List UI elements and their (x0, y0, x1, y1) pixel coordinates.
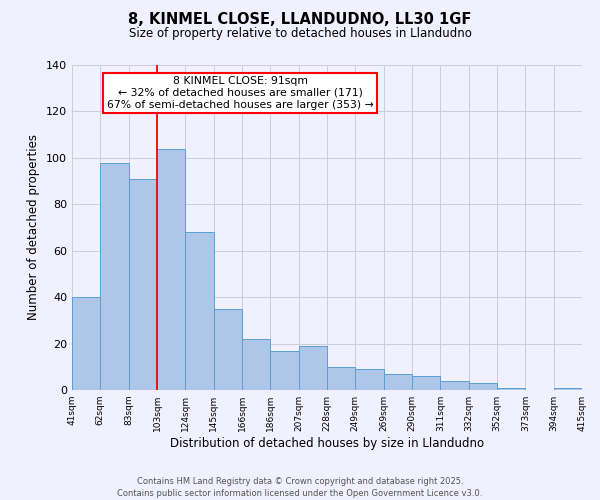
Y-axis label: Number of detached properties: Number of detached properties (28, 134, 40, 320)
Bar (497, 388, 526, 390)
Text: 8 KINMEL CLOSE: 91sqm
← 32% of detached houses are smaller (171)
67% of semi-det: 8 KINMEL CLOSE: 91sqm ← 32% of detached … (107, 76, 374, 110)
Bar (469, 383, 497, 390)
Bar (214, 309, 242, 390)
Bar (355, 369, 383, 390)
Bar (100, 162, 128, 390)
Bar (185, 232, 214, 390)
Bar (299, 346, 327, 390)
Bar (412, 376, 440, 390)
Bar (72, 297, 100, 390)
Text: Contains HM Land Registry data © Crown copyright and database right 2025.
Contai: Contains HM Land Registry data © Crown c… (118, 476, 482, 498)
Bar (242, 339, 271, 390)
Text: Size of property relative to detached houses in Llandudno: Size of property relative to detached ho… (128, 28, 472, 40)
Bar (440, 380, 469, 390)
X-axis label: Distribution of detached houses by size in Llandudno: Distribution of detached houses by size … (170, 437, 484, 450)
Bar (327, 367, 355, 390)
Bar (128, 179, 157, 390)
Bar (383, 374, 412, 390)
Text: 8, KINMEL CLOSE, LLANDUDNO, LL30 1GF: 8, KINMEL CLOSE, LLANDUDNO, LL30 1GF (128, 12, 472, 28)
Bar (271, 350, 299, 390)
Bar (157, 148, 185, 390)
Bar (554, 388, 582, 390)
